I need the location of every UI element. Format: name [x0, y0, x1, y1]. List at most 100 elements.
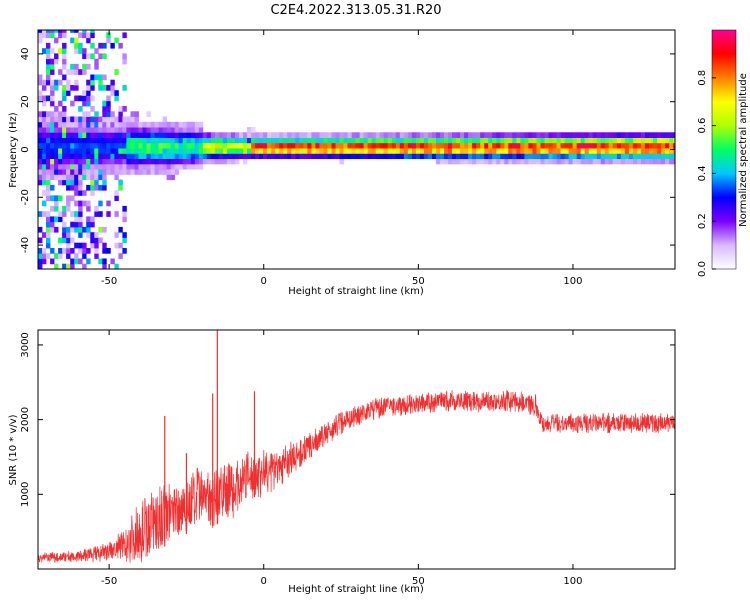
heatmap-cell	[649, 158, 654, 165]
heatmap-cell	[150, 132, 155, 138]
heatmap-cell	[592, 148, 598, 154]
heatmap-cell	[552, 132, 557, 138]
heatmap-cell	[70, 258, 75, 265]
heatmap-cell	[423, 148, 429, 154]
heatmap-cell	[259, 132, 264, 138]
heatmap-cell	[58, 132, 63, 138]
heatmap-cell	[572, 158, 577, 165]
heatmap-cell	[98, 85, 103, 91]
heatmap-cell	[661, 158, 666, 165]
heatmap-cell	[74, 216, 79, 223]
heatmap-cell	[423, 153, 429, 159]
heatmap-cell	[367, 142, 372, 149]
heatmap-cell	[110, 111, 115, 117]
heatmap-cell	[114, 69, 119, 75]
heatmap-cell	[38, 179, 43, 186]
heatmap-cell	[267, 137, 272, 144]
heatmap-cell	[126, 148, 131, 154]
heatmap-cell	[319, 137, 324, 144]
heatmap-cell	[66, 205, 71, 212]
heatmap-cell	[58, 116, 63, 123]
heatmap-cell	[90, 190, 95, 196]
heatmap-cell	[170, 153, 176, 159]
heatmap-cell	[649, 137, 654, 144]
heatmap-cell	[78, 42, 83, 49]
heatmap-cell	[564, 142, 569, 149]
heatmap-cell	[588, 142, 594, 149]
heatmap-cell	[444, 148, 449, 154]
heatmap-cell	[363, 137, 368, 144]
heatmap-cell	[504, 153, 509, 159]
heatmap-cell	[150, 127, 155, 133]
heatmap-cell	[251, 148, 256, 154]
heatmap-cell	[98, 121, 103, 128]
heatmap-cell	[472, 148, 477, 154]
heatmap-cell	[86, 85, 91, 91]
heatmap-cell	[110, 127, 115, 133]
heatmap-cell	[66, 79, 71, 86]
heatmap-cell	[415, 132, 421, 138]
heatmap-cell	[54, 121, 59, 128]
heatmap-cell	[186, 137, 192, 144]
heatmap-cell	[468, 132, 473, 138]
heatmap-cell	[311, 132, 316, 138]
heatmap-cell	[74, 242, 79, 249]
heatmap-cell	[186, 163, 192, 170]
heatmap-cell	[355, 148, 360, 154]
heatmap-cell	[162, 127, 167, 133]
heatmap-cell	[608, 137, 614, 144]
heatmap-cell	[90, 106, 95, 112]
heatmap-cell	[484, 158, 489, 165]
heatmap-cell	[66, 179, 71, 186]
heatmap-cell	[198, 148, 204, 154]
heatmap-cell	[42, 174, 47, 181]
heatmap-cell	[86, 205, 91, 212]
heatmap-cell	[42, 127, 47, 133]
heatmap-cell	[355, 142, 360, 149]
heatmap-cell	[653, 137, 658, 144]
heatmap-cell	[524, 142, 529, 149]
heatmap-cell	[572, 132, 577, 138]
heatmap-cell	[568, 132, 573, 138]
heatmap-cell	[74, 116, 79, 123]
heatmap-cell	[235, 158, 240, 165]
heatmap-cell	[46, 69, 51, 75]
heatmap-cell	[210, 142, 216, 149]
figure-title: C2E4.2022.313.05.31.R20	[270, 3, 441, 18]
heatmap-cell	[427, 132, 433, 138]
heatmap-cell	[508, 137, 513, 144]
heatmap-cell	[106, 211, 111, 217]
heatmap-cell	[307, 142, 312, 149]
heatmap-cell	[158, 121, 163, 128]
heatmap-cell	[604, 153, 610, 159]
heatmap-cell	[78, 179, 83, 186]
heatmap-cell	[66, 121, 71, 128]
heatmap-cell	[460, 158, 465, 165]
heatmap-cell	[616, 158, 622, 165]
heatmap-cell	[94, 58, 99, 65]
heatmap-cell	[154, 163, 159, 170]
heatmap-cell	[90, 30, 95, 33]
heatmap-cell	[78, 148, 83, 154]
heatmap-cell	[271, 132, 276, 138]
heatmap-cell	[263, 153, 268, 159]
heatmap-cell	[620, 148, 626, 154]
heatmap-cell	[74, 127, 79, 133]
heatmap-cell	[118, 226, 123, 233]
heatmap-cell	[186, 148, 192, 154]
heatmap-cell	[440, 158, 445, 165]
snr-panel: -50 0 50 100 1000 2000 3000 Height of straigh…	[8, 329, 676, 595]
heatmap-cell	[403, 142, 409, 149]
heatmap-cell	[279, 132, 284, 138]
heatmap-cell	[580, 148, 586, 154]
heatmap-cell	[78, 137, 83, 144]
heatmap-cell	[178, 142, 184, 149]
heatmap-cell	[375, 137, 381, 144]
heatmap-cell	[102, 106, 107, 112]
heatmap-cell	[70, 169, 75, 175]
heatmap-cell	[628, 142, 634, 149]
heatmap-cell	[102, 85, 107, 91]
heatmap-cell	[235, 132, 240, 138]
heatmap-cell	[210, 148, 216, 154]
heatmap-cell	[62, 174, 67, 181]
